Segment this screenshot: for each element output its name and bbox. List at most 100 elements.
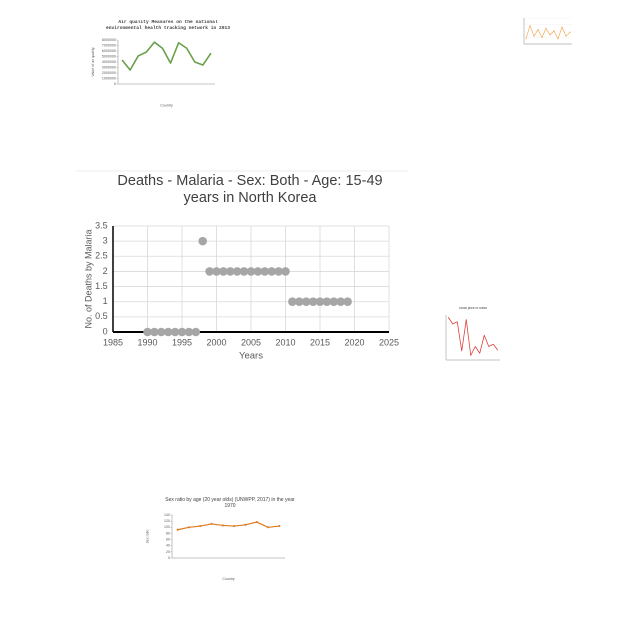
data-point [191,327,201,337]
y-axis-label: Value of air quality [91,47,95,77]
data-point [221,524,224,527]
data-point [266,526,270,529]
title-box: Stock price of MMM [458,307,488,310]
data-point [226,267,235,276]
y-tick-label: 3.5 [95,220,108,230]
data-point [557,38,559,40]
y-tick-label: 2000000 [102,71,116,75]
data-point [198,236,207,246]
data-point [176,528,179,531]
data-point [244,523,247,526]
data-point [184,327,194,337]
y-tick-label: 40 [166,544,170,548]
data-point [315,297,325,307]
x-tick-label: 2020 [344,337,364,347]
data-point [150,327,159,337]
data-point [295,297,304,307]
y-tick-label: 20 [166,550,170,554]
chart-title: Sex ratio by age (20 year olds) (UNWPP, … [165,497,295,509]
data-point [565,35,567,37]
data-point [163,327,173,337]
data-point [322,297,332,307]
y-tick-label: 1.5 [95,281,108,291]
data-point [329,297,339,307]
y-tick-label: 7000000 [102,43,116,47]
data-point [278,524,281,528]
data-point [157,327,166,337]
chart-title: Stock price of MMM [458,307,488,310]
x-tick-label: 2025 [379,337,399,347]
x-tick-label: 2015 [310,337,330,347]
y-tick-label: 60 [166,537,170,541]
x-tick-label: 2000 [206,337,226,347]
data-point [260,267,270,276]
y-tick-label: 0 [114,82,116,86]
data-point [239,267,249,276]
y-tick-label: 2.5 [95,251,108,261]
y-tick-label: 140 [164,513,170,517]
x-axis-label: Years [239,351,263,362]
x-tick-label: 1985 [103,337,123,347]
data-line [525,25,571,40]
y-tick-label: 5000000 [102,54,116,58]
data-point [336,297,346,307]
data-point [549,34,551,36]
y-tick-label: 0 [168,556,170,560]
y-tick-label: 0.5 [95,311,108,321]
data-point [212,267,221,276]
data-point [253,267,263,276]
title-box: Sex ratio by age (20 year olds) (UNWPP, … [165,497,295,509]
x-axis-label: Country [222,577,235,581]
y-tick-label: 1 [103,296,108,306]
x-tick-label: 2005 [241,337,261,347]
data-point [525,38,527,40]
y-tick-label: 3000000 [102,65,116,69]
y-tick-label: 100 [164,525,170,529]
data-point [561,26,563,28]
title-box: Air quality Measures on the national env… [105,20,231,31]
data-point [205,267,214,276]
y-tick-label: 3 [103,236,108,246]
data-point [529,25,531,27]
data-point [210,522,213,525]
data-point [170,327,180,337]
data-point [199,524,202,528]
data-point [301,297,311,307]
x-axis-label: Country [160,104,173,108]
x-tick-label: 1990 [137,337,157,347]
y-axis-label: No. of Deaths by Malaria [83,229,93,328]
title-box: Deaths - Malaria - Sex: Both - Age: 15-4… [117,173,383,207]
x-tick-label: 2010 [275,337,295,347]
y-tick-label: 4000000 [102,60,116,64]
y-tick-label: 120 [164,519,170,523]
chart-title: Air quality Measures on the national env… [105,20,231,31]
data-point [274,267,283,276]
chart-title: Deaths - Malaria - Sex: Both - Age: 15-4… [117,173,383,207]
y-tick-label: 1000000 [102,76,116,80]
data-point [541,36,543,39]
data-point [545,27,547,29]
data-point [343,297,352,307]
data-point [569,31,571,33]
data-point [537,29,539,31]
data-point [281,267,290,276]
data-point [308,297,318,307]
y-axis-label: Sex ratio [145,530,149,544]
data-line [447,317,499,356]
data-point [233,524,236,528]
data-point [533,35,535,37]
data-point [255,520,258,524]
data-point [553,30,555,32]
data-point [232,267,242,276]
y-tick-label: 8000000 [102,38,116,42]
data-point [177,327,187,337]
y-tick-label: 0 [103,326,108,336]
data-point [246,267,256,276]
x-tick-label: 1995 [172,337,192,347]
data-point [219,267,228,276]
data-line [177,521,280,531]
y-tick-label: 80 [166,531,170,535]
y-tick-label: 2 [103,266,108,276]
y-tick-label: 6000000 [102,49,116,53]
